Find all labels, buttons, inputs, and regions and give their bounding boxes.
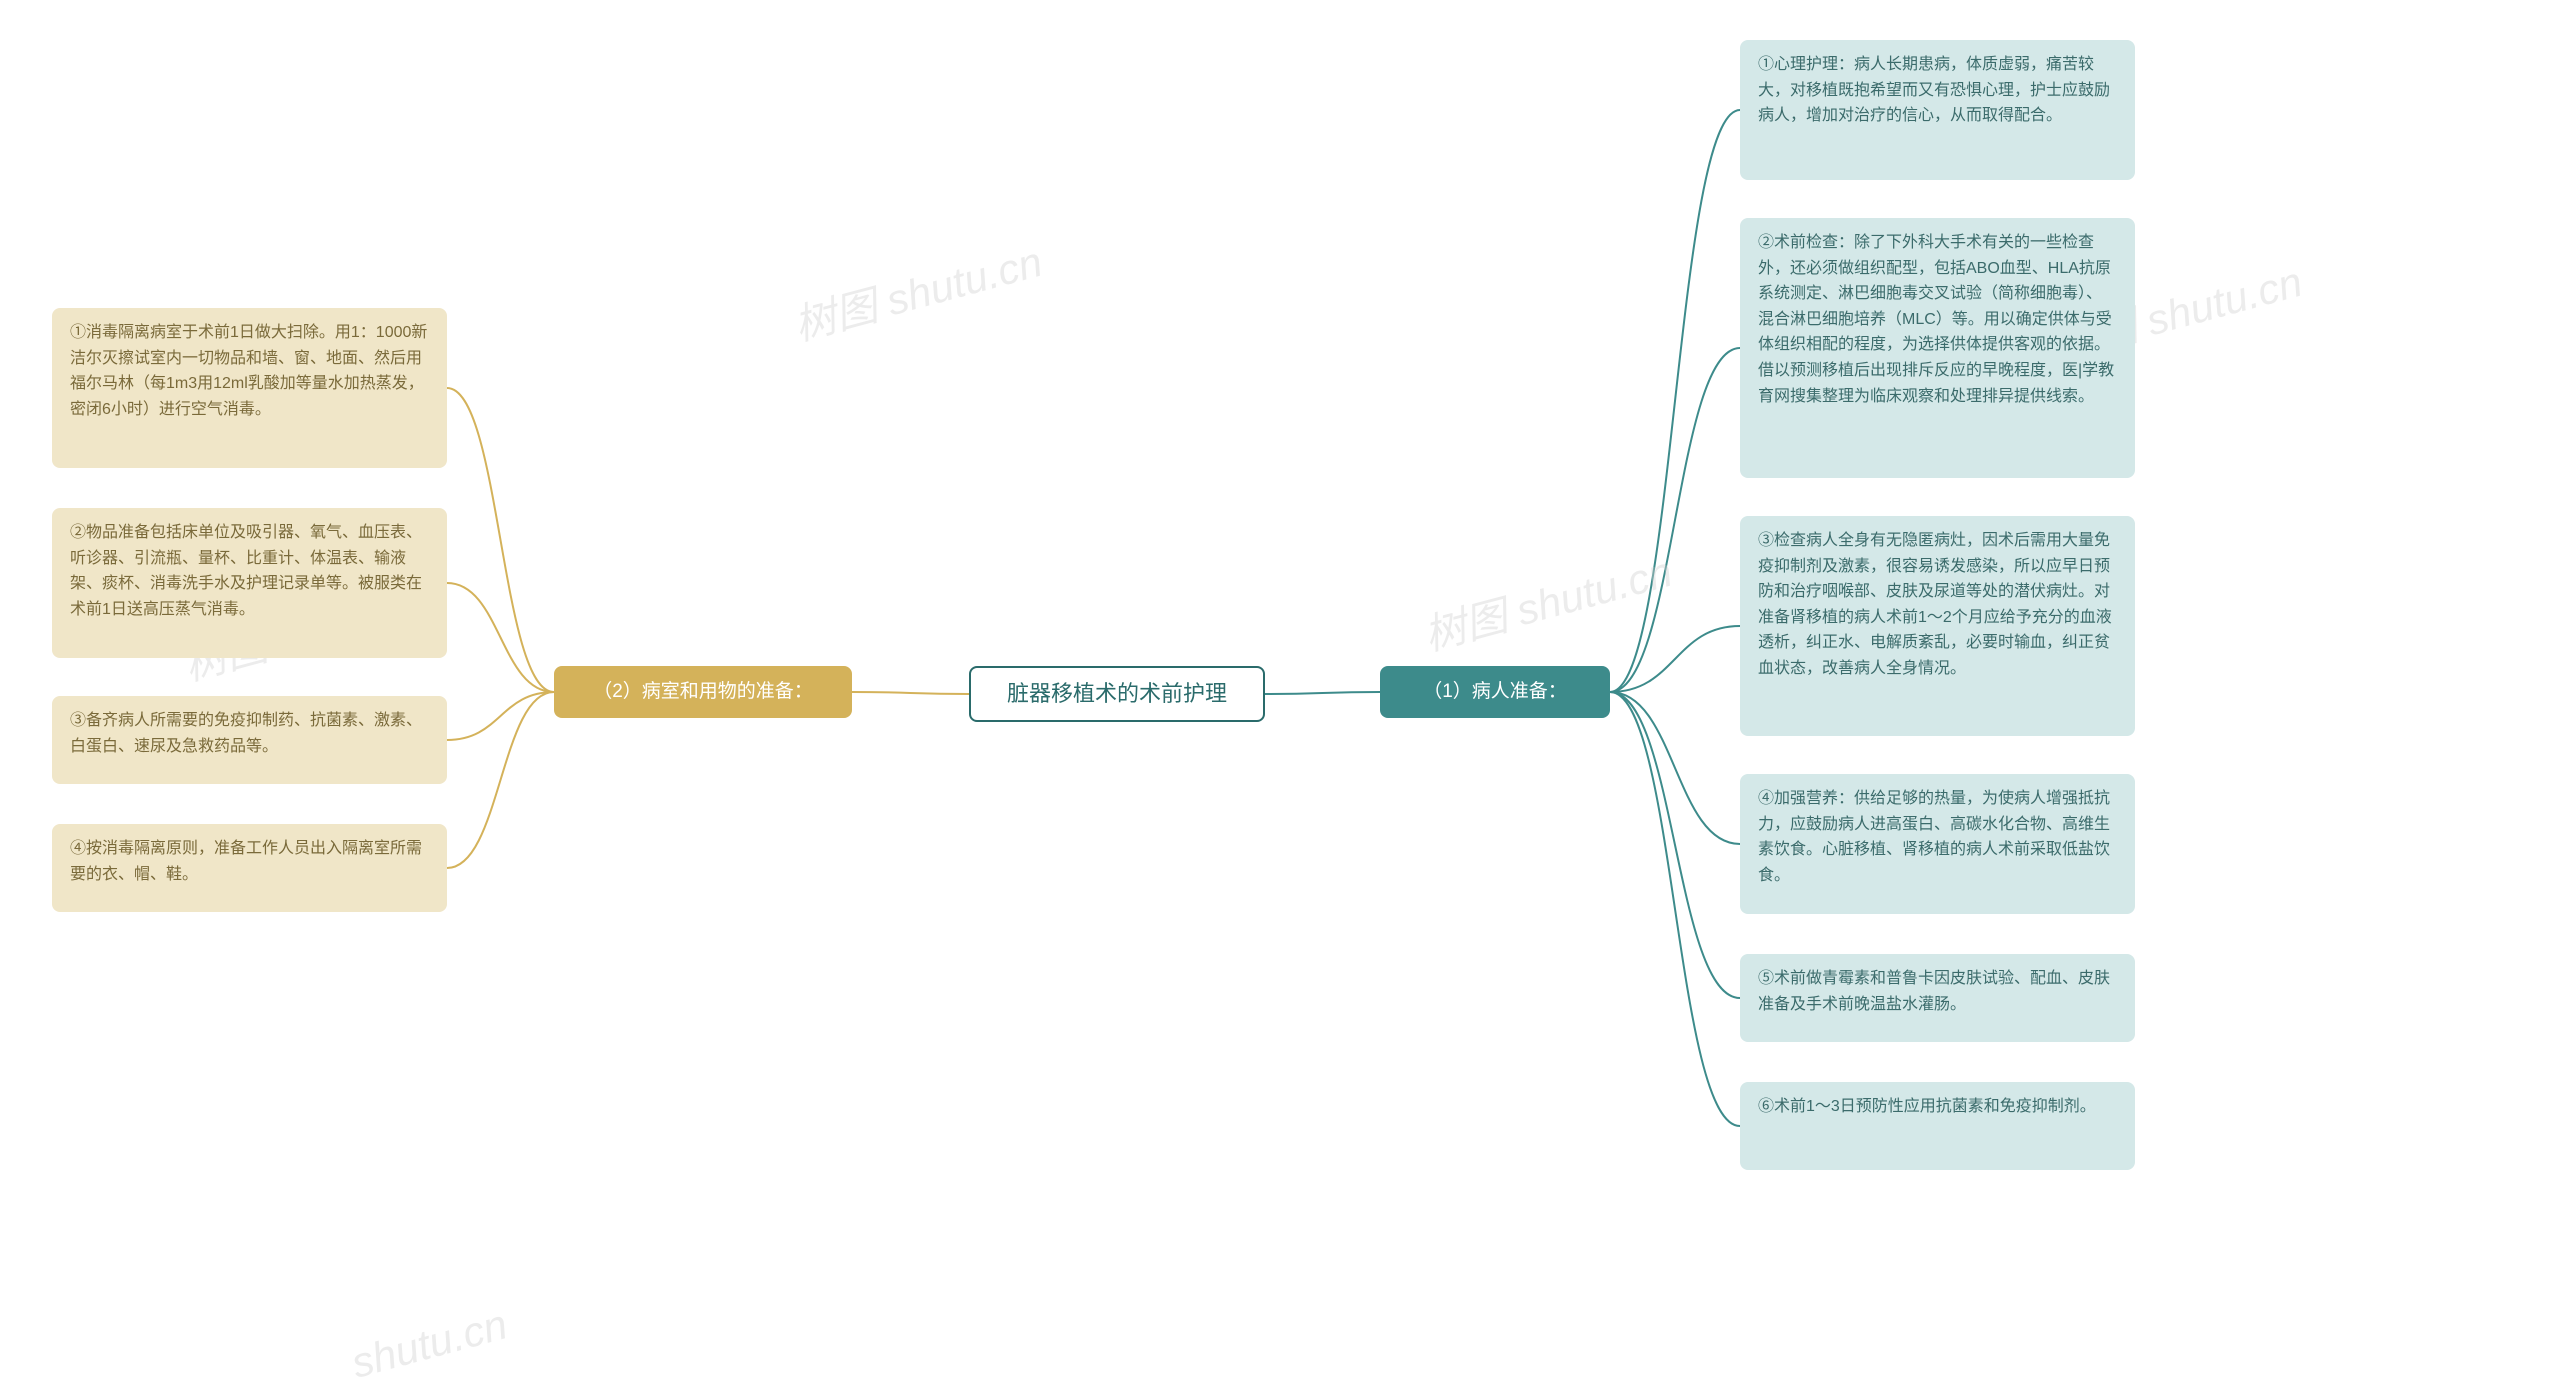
watermark-4: shutu.cn [346, 1300, 512, 1387]
leaf-right-1: ②术前检查：除了下外科大手术有关的一些检查外，还必须做组织配型，包括ABO血型、… [1740, 218, 2135, 478]
branch-left: （2）病室和用物的准备： [554, 666, 852, 718]
leaf-left-1: ②物品准备包括床单位及吸引器、氧气、血压表、听诊器、引流瓶、量杯、比重计、体温表… [52, 508, 447, 658]
center-label: 脏器移植术的术前护理 [1007, 676, 1227, 711]
leaf-right-5: ⑥术前1～3日预防性应用抗菌素和免疫抑制剂。 [1740, 1082, 2135, 1170]
leaf-right-2: ③检查病人全身有无隐匿病灶，因术后需用大量免疫抑制剂及激素，很容易诱发感染，所以… [1740, 516, 2135, 736]
leaf-right-4: ⑤术前做青霉素和普鲁卡因皮肤试验、配血、皮肤准备及手术前晚温盐水灌肠。 [1740, 954, 2135, 1042]
leaf-right-0: ①心理护理：病人长期患病，体质虚弱，痛苦较大，对移植既抱希望而又有恐惧心理，护士… [1740, 40, 2135, 180]
branch-right-label: （1）病人准备： [1423, 677, 1567, 707]
leaf-left-2: ③备齐病人所需要的免疫抑制药、抗菌素、激素、白蛋白、速尿及急救药品等。 [52, 696, 447, 784]
leaf-left-3: ④按消毒隔离原则，准备工作人员出入隔离室所需要的衣、帽、鞋。 [52, 824, 447, 912]
watermark-2: 树图 shutu.cn [1416, 538, 1678, 663]
center-node: 脏器移植术的术前护理 [969, 666, 1265, 722]
branch-right: （1）病人准备： [1380, 666, 1610, 718]
leaf-left-0: ①消毒隔离病室于术前1日做大扫除。用1：1000新洁尔灭擦试室内一切物品和墙、窗… [52, 308, 447, 468]
watermark-1: 树图 shutu.cn [786, 228, 1048, 353]
leaf-right-3: ④加强营养：供给足够的热量，为使病人增强抵抗力，应鼓励病人进高蛋白、高碳水化合物… [1740, 774, 2135, 914]
branch-left-label: （2）病室和用物的准备： [593, 677, 813, 707]
